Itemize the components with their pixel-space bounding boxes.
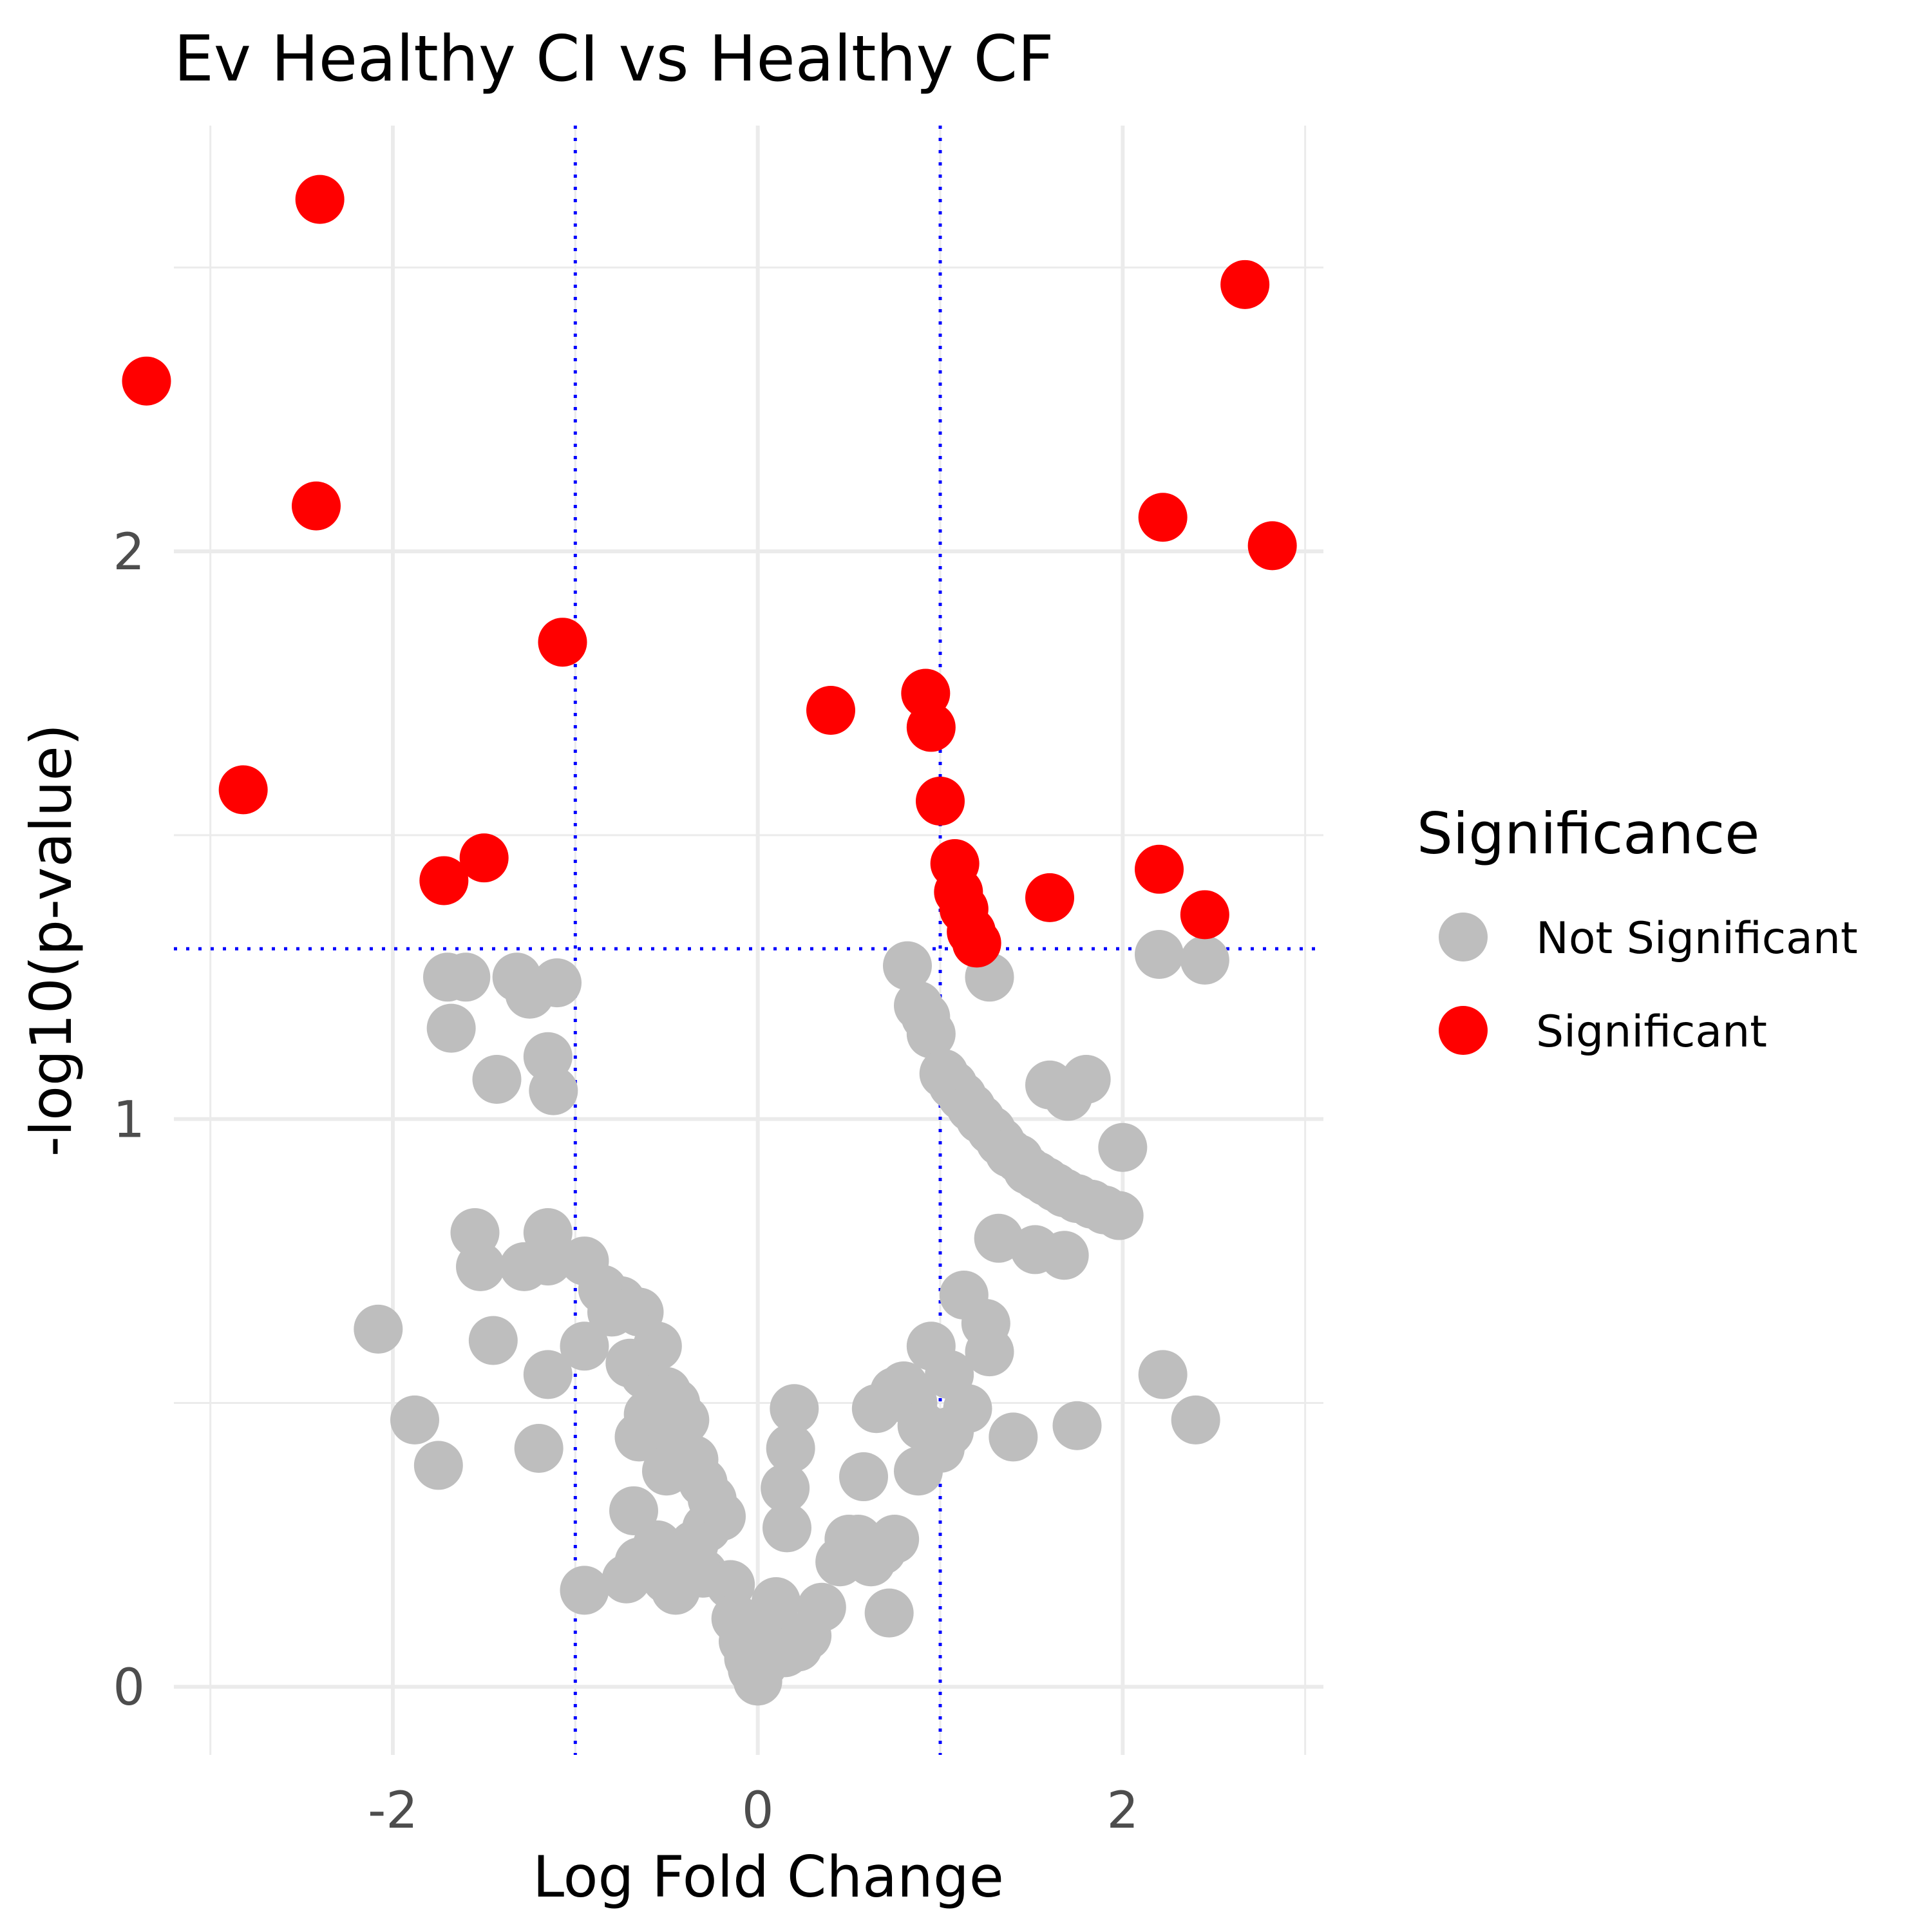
point-not-significant bbox=[426, 1003, 476, 1053]
y-tick-label: 0 bbox=[113, 1659, 145, 1717]
chart-title: Ev Healthy CI vs Healthy CF bbox=[174, 23, 1054, 96]
point-significant bbox=[1220, 260, 1270, 309]
point-not-significant bbox=[864, 1588, 914, 1638]
point-significant bbox=[1247, 521, 1297, 571]
legend-swatch-significant bbox=[1439, 1006, 1488, 1055]
point-not-significant bbox=[906, 1009, 956, 1059]
point-not-significant bbox=[1052, 1401, 1102, 1450]
point-significant bbox=[459, 833, 509, 883]
point-not-significant bbox=[894, 1446, 943, 1496]
point-significant bbox=[1135, 844, 1184, 894]
point-significant bbox=[916, 777, 965, 826]
threshold-lines bbox=[174, 126, 1323, 1755]
point-not-significant bbox=[560, 1321, 609, 1371]
point-not-significant bbox=[839, 1452, 888, 1502]
x-tick-label: 2 bbox=[1107, 1782, 1139, 1840]
point-not-significant bbox=[797, 1582, 846, 1632]
point-not-significant bbox=[390, 1395, 439, 1444]
legend-swatch-not-significant bbox=[1439, 913, 1488, 961]
legend: Significance Not Significant Significant bbox=[1417, 800, 1858, 1057]
point-not-significant bbox=[989, 1412, 1038, 1462]
point-significant bbox=[1138, 493, 1188, 542]
point-not-significant bbox=[1138, 1350, 1188, 1399]
point-significant bbox=[419, 856, 469, 905]
point-not-significant bbox=[1180, 935, 1229, 985]
point-not-significant bbox=[523, 1236, 573, 1286]
point-not-significant bbox=[761, 1463, 810, 1513]
point-not-significant bbox=[766, 1423, 815, 1473]
point-not-significant bbox=[441, 952, 491, 1002]
point-significant bbox=[806, 685, 855, 735]
legend-label-not-significant: Not Significant bbox=[1536, 913, 1858, 964]
point-significant bbox=[906, 703, 956, 752]
point-significant bbox=[1180, 890, 1229, 940]
point-not-significant bbox=[1171, 1395, 1220, 1444]
y-tick-labels: 0 1 2 bbox=[113, 524, 145, 1717]
point-not-significant bbox=[870, 1515, 920, 1564]
x-axis-title: Log Fold Change bbox=[533, 1844, 1004, 1910]
x-tick-label: 0 bbox=[742, 1782, 774, 1840]
point-not-significant bbox=[523, 1350, 573, 1399]
point-significant bbox=[218, 765, 268, 815]
point-not-significant bbox=[752, 1577, 800, 1626]
point-not-significant bbox=[456, 1242, 505, 1291]
point-not-significant bbox=[770, 1384, 819, 1434]
y-tick-label: 1 bbox=[113, 1092, 145, 1150]
x-tick-label: -2 bbox=[368, 1782, 418, 1840]
point-not-significant bbox=[614, 1412, 664, 1462]
point-significant bbox=[292, 481, 341, 531]
y-tick-label: 2 bbox=[113, 524, 145, 582]
point-not-significant bbox=[560, 1566, 609, 1615]
point-not-significant bbox=[943, 1384, 992, 1434]
point-significant bbox=[538, 618, 587, 667]
y-axis-title: -log10(p-value) bbox=[18, 724, 84, 1157]
point-not-significant bbox=[601, 1554, 651, 1604]
point-significant bbox=[295, 175, 345, 224]
point-not-significant bbox=[1098, 1122, 1148, 1172]
point-not-significant bbox=[1135, 930, 1184, 980]
major-gridlines bbox=[174, 126, 1323, 1755]
point-not-significant bbox=[413, 1441, 463, 1490]
legend-title: Significance bbox=[1417, 800, 1759, 867]
point-significant bbox=[1025, 873, 1074, 922]
point-not-significant bbox=[468, 1316, 518, 1365]
point-not-significant bbox=[529, 1066, 578, 1115]
point-not-significant bbox=[1039, 1231, 1089, 1280]
point-not-significant bbox=[514, 1423, 564, 1473]
point-not-significant bbox=[609, 1486, 658, 1535]
point-not-significant bbox=[762, 1503, 811, 1553]
point-not-significant bbox=[472, 1054, 522, 1104]
point-not-significant bbox=[965, 1327, 1014, 1377]
point-not-significant bbox=[1061, 1054, 1111, 1104]
point-not-significant bbox=[883, 941, 932, 990]
point-not-significant bbox=[354, 1304, 403, 1354]
point-significant bbox=[122, 356, 171, 406]
point-significant bbox=[952, 918, 1001, 968]
x-tick-labels: -2 0 2 bbox=[368, 1782, 1139, 1840]
legend-label-significant: Significant bbox=[1536, 1007, 1767, 1057]
data-points bbox=[122, 175, 1297, 1706]
point-not-significant bbox=[1094, 1191, 1144, 1240]
point-not-significant bbox=[533, 958, 582, 1008]
